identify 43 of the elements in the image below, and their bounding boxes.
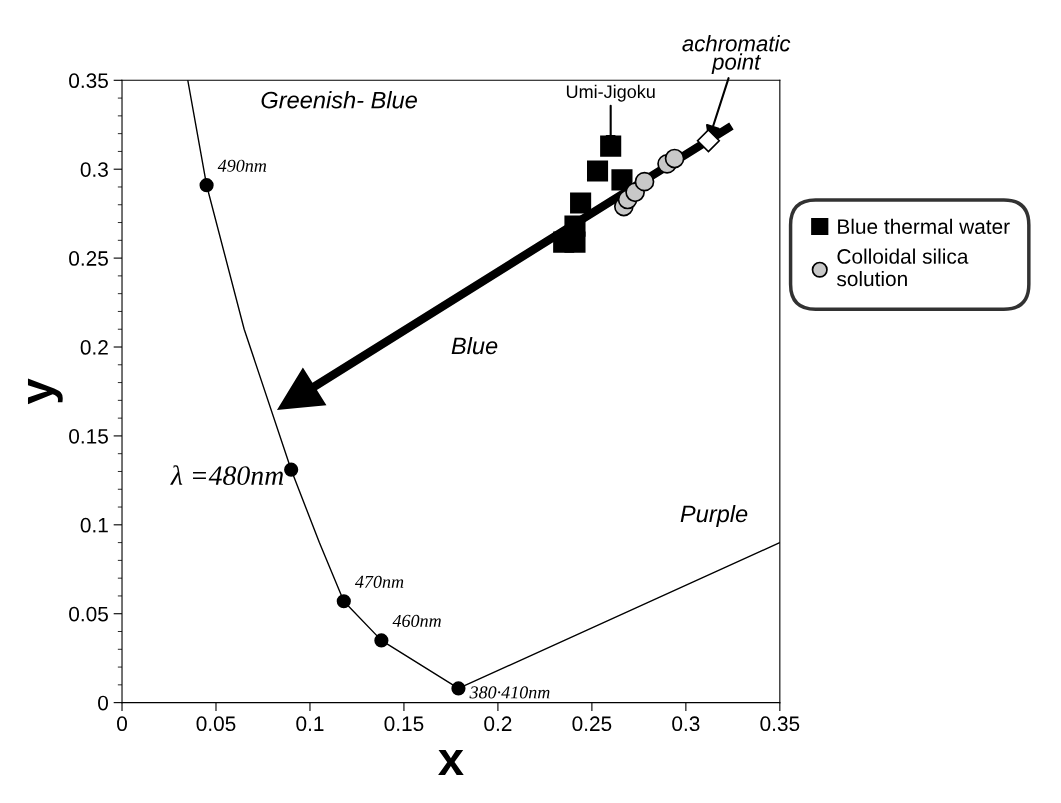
point [586,160,609,182]
x-tick-label: 0.25 [572,716,612,732]
annotation: 490nm [217,159,267,172]
point [374,633,389,648]
annotation: Umi-Jigoku [566,84,655,102]
y-tick-label: 0.35 [69,73,108,89]
x-tick-label: 0.2 [484,716,512,732]
legend-label: Colloidal silica solution [836,248,969,287]
point [664,148,685,169]
annotation: Blue [451,336,498,355]
point [696,129,721,153]
x-axis-title: x [438,750,464,776]
point [336,594,351,609]
x-tick-label: 0.05 [196,716,236,732]
y-tick-label: 0.05 [69,606,108,622]
x-tick-label: 0.15 [384,716,424,732]
x-tick-label: 0.3 [672,716,700,732]
point [634,171,655,192]
annotation: λ =480nm [170,465,284,485]
y-tick-label: 0.15 [69,428,108,444]
annotation: achromatic point [682,35,791,75]
legend-label: Blue thermal water [838,218,1010,234]
y-tick-label: 0.2 [80,340,108,355]
y-tick-label: 0.25 [69,251,108,266]
point [451,681,466,696]
point [564,215,586,237]
annotation: 380·410nm [469,686,550,699]
x-tick-label: 0.35 [760,716,800,732]
x-tick-label: 0.1 [296,716,324,732]
point [611,169,633,191]
y-tick-label: 0 [98,695,109,711]
y-tick-label: 0.3 [80,162,108,177]
x-tick-label: 0 [117,716,127,732]
annotation: Purple [680,504,748,527]
y-tick-label: 0.1 [80,517,108,533]
y-axis-title: y [27,378,63,405]
annotation: 460nm [392,614,441,627]
point [570,192,592,214]
annotation: 470nm [354,575,404,588]
annotation: Greenish- Blue [261,91,417,109]
point [600,135,622,157]
point [284,462,299,477]
point [199,178,214,193]
